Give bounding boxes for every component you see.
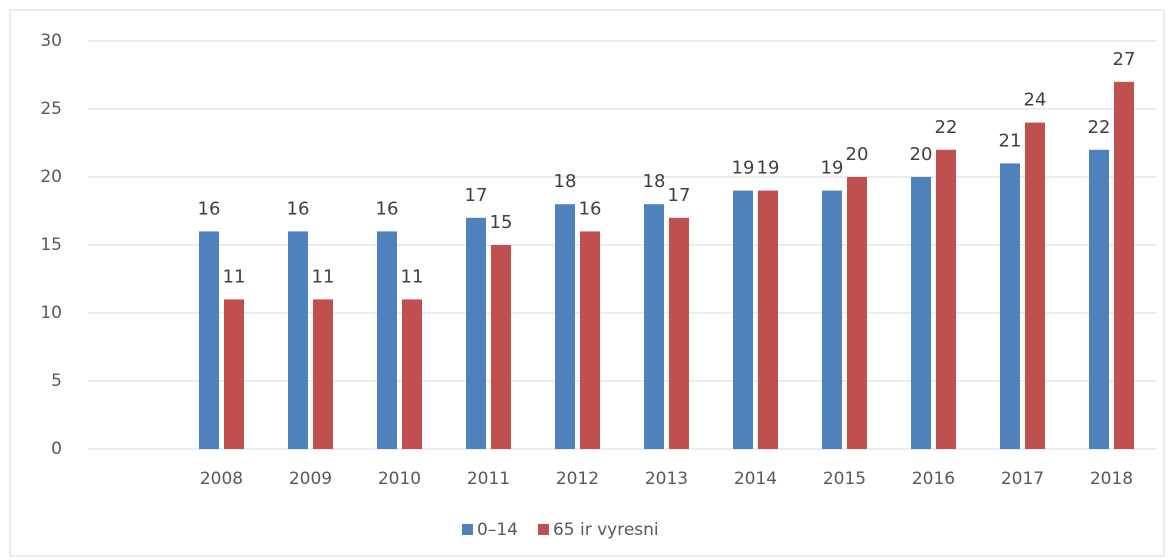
x-tick-label: 2017 — [1001, 469, 1044, 489]
y-tick-label: 30 — [40, 31, 62, 51]
bar — [466, 217, 486, 449]
data-label: 21 — [999, 130, 1022, 151]
data-label: 24 — [1024, 90, 1047, 111]
bar — [555, 204, 575, 449]
bar — [936, 149, 956, 450]
x-tick-label: 2014 — [734, 469, 777, 489]
data-label: 18 — [643, 171, 666, 192]
x-tick-label: 2008 — [200, 469, 243, 489]
y-tick-label: 15 — [40, 235, 62, 255]
data-label: 17 — [668, 185, 691, 206]
bar — [1025, 122, 1045, 449]
data-label: 16 — [579, 198, 602, 219]
data-label: 11 — [401, 266, 424, 287]
data-label: 19 — [732, 158, 755, 179]
data-label: 16 — [198, 198, 221, 219]
bar — [580, 231, 600, 449]
data-label: 15 — [490, 212, 513, 233]
legend-swatch — [537, 524, 549, 535]
y-tick-label: 10 — [40, 303, 62, 323]
x-tick-label: 2015 — [823, 469, 866, 489]
y-tick-label: 5 — [51, 371, 62, 391]
bar — [758, 190, 778, 449]
data-label: 27 — [1113, 49, 1136, 70]
bar — [377, 231, 397, 449]
x-tick-label: 2016 — [912, 469, 955, 489]
data-label: 20 — [910, 144, 933, 165]
bar — [847, 177, 867, 449]
data-label: 11 — [223, 266, 246, 287]
bar — [224, 299, 244, 449]
x-tick-label: 2009 — [289, 469, 332, 489]
data-label: 19 — [821, 158, 844, 179]
x-tick-label: 2018 — [1090, 469, 1133, 489]
bar — [491, 245, 511, 449]
bar — [644, 204, 664, 449]
bar — [313, 299, 333, 449]
data-label: 16 — [287, 198, 310, 219]
bar — [199, 231, 219, 449]
bar — [402, 299, 422, 449]
y-tick-label: 20 — [40, 167, 62, 187]
data-label: 18 — [554, 171, 577, 192]
x-tick-label: 2013 — [645, 469, 688, 489]
legend-label: 0–14 — [477, 520, 518, 540]
data-label: 11 — [312, 266, 335, 287]
x-tick-label: 2012 — [556, 469, 599, 489]
data-label: 22 — [935, 117, 958, 138]
data-label: 17 — [465, 185, 488, 206]
bar — [288, 231, 308, 449]
y-tick-label: 0 — [51, 439, 62, 459]
bar — [669, 217, 689, 449]
y-tick-label: 25 — [40, 99, 62, 119]
bar — [1000, 163, 1020, 449]
bar — [1114, 81, 1134, 450]
legend-swatch — [462, 524, 473, 535]
legend-label: 65 ir vyresni — [553, 520, 659, 540]
data-label: 16 — [376, 198, 399, 219]
data-label: 22 — [1088, 117, 1111, 138]
data-label: 19 — [757, 158, 780, 179]
x-tick-label: 2011 — [467, 469, 510, 489]
bar — [822, 190, 842, 449]
data-label: 20 — [846, 144, 869, 165]
bar — [911, 177, 931, 449]
bar — [733, 190, 753, 449]
x-tick-label: 2010 — [378, 469, 421, 489]
bar — [1089, 149, 1109, 450]
